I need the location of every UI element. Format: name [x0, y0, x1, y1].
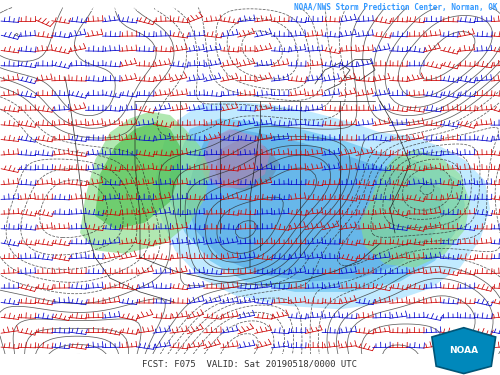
Text: FCST: F075  VALID: Sat 20190518/0000 UTC: FCST: F075 VALID: Sat 20190518/0000 UTC: [2, 3, 188, 12]
Text: NOAA: NOAA: [449, 346, 478, 355]
Polygon shape: [170, 118, 465, 292]
Polygon shape: [185, 129, 445, 282]
Polygon shape: [95, 122, 180, 230]
Polygon shape: [360, 150, 470, 268]
Polygon shape: [432, 328, 496, 374]
Polygon shape: [200, 129, 270, 188]
Text: NOAA/NWS Storm Prediction Center, Norman, OK: NOAA/NWS Storm Prediction Center, Norman…: [294, 3, 498, 12]
Polygon shape: [80, 112, 210, 254]
Polygon shape: [155, 101, 490, 309]
Text: FCST: F075  VALID: Sat 20190518/0000 UTC: FCST: F075 VALID: Sat 20190518/0000 UTC: [142, 359, 358, 368]
Polygon shape: [215, 139, 280, 191]
